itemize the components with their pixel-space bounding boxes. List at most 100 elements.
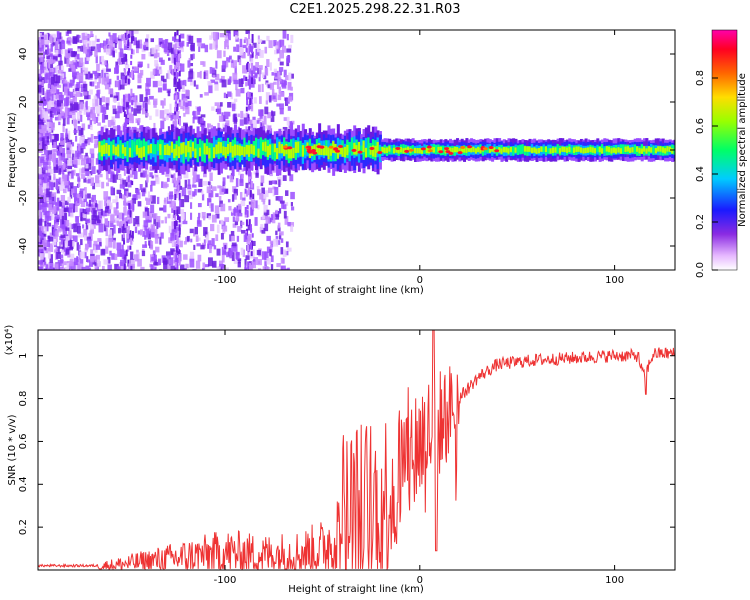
spectrogram-cell xyxy=(60,177,66,186)
spectrogram-cell xyxy=(60,238,63,245)
spectrogram-cell xyxy=(90,31,93,37)
spectrogram-cell xyxy=(112,108,117,115)
spectrogram-band xyxy=(666,146,670,152)
spectrogram-cell xyxy=(276,103,281,107)
spectrogram-band xyxy=(292,138,296,157)
spectrogram-cell xyxy=(139,69,144,76)
spectrogram-cell xyxy=(158,80,163,87)
spectrogram-cell xyxy=(39,237,44,244)
spectrogram-cell xyxy=(236,44,240,53)
spectrogram-cell xyxy=(255,48,261,56)
spectrogram-cell xyxy=(90,133,94,143)
spectrogram-cell xyxy=(245,106,248,112)
spectrogram-cell xyxy=(123,44,129,51)
spectrogram-cell xyxy=(69,145,73,152)
spectrogram-band xyxy=(161,142,165,154)
spectrogram-cell xyxy=(40,156,45,164)
spectrogram-band xyxy=(336,146,340,159)
spectrogram-cell xyxy=(175,57,178,62)
spectrogram-cell xyxy=(101,77,105,85)
spectrogram-cell xyxy=(257,118,262,122)
spectrogram-cell xyxy=(104,114,109,120)
spectrogram-cell xyxy=(176,209,179,216)
spectrogram-peak xyxy=(328,145,334,149)
spectrogram-cell xyxy=(43,206,47,216)
spectrogram-cell xyxy=(49,254,53,263)
spectrogram-cell xyxy=(71,188,75,196)
spectrogram-cell xyxy=(124,40,127,46)
spectrogram-cell xyxy=(100,249,106,256)
spectrogram-cell xyxy=(290,225,294,232)
spectrogram-cell xyxy=(41,125,47,131)
spectrogram-cell xyxy=(114,263,119,270)
spectrogram-cell xyxy=(67,30,72,34)
spectrogram-cell xyxy=(216,50,222,59)
spectrogram-cell xyxy=(54,116,60,121)
spectrogram-cell xyxy=(97,211,103,219)
spectrogram-band xyxy=(498,147,502,153)
spectrogram-cell xyxy=(83,39,88,48)
spectrogram-cell xyxy=(279,108,284,115)
spectrogram-cell xyxy=(260,175,265,184)
spectrogram-cell xyxy=(243,117,248,125)
spectrogram-cell xyxy=(40,99,43,104)
spectrogram-cell xyxy=(237,55,241,63)
spectrogram-band xyxy=(287,146,291,159)
spectrogram-cell xyxy=(130,251,134,260)
spectrogram-cell xyxy=(89,170,93,176)
spectrogram-cell xyxy=(74,257,78,266)
spectrogram-cell xyxy=(122,184,125,190)
spectrogram-band xyxy=(565,147,569,153)
spectrogram-cell xyxy=(258,76,261,82)
spectrogram-band xyxy=(668,146,672,152)
spectrogram-cell xyxy=(139,184,143,191)
spectrogram-cell xyxy=(112,98,117,103)
spectrogram-cell xyxy=(240,87,245,94)
spectrogram-cell xyxy=(184,195,190,203)
spectrogram-cell xyxy=(220,75,225,83)
spectrogram-cell xyxy=(261,251,267,260)
spectrogram-cell xyxy=(185,102,189,110)
spectrogram-cell xyxy=(178,117,181,126)
spectrogram-cell xyxy=(67,240,73,246)
spectrogram-cell xyxy=(89,230,93,240)
spectrogram-band xyxy=(570,147,574,154)
spectrogram-cell xyxy=(270,241,274,248)
spectrogram-cell xyxy=(211,106,215,111)
spectrogram-cell xyxy=(137,118,141,123)
spectrogram-cell xyxy=(63,98,68,107)
spectrogram-cell xyxy=(113,237,116,242)
spectrogram-cell xyxy=(173,68,176,76)
spectrogram-band xyxy=(605,146,609,152)
spectrogram-cell xyxy=(233,193,237,200)
spectrogram-cell xyxy=(249,98,252,106)
spectrogram-cell xyxy=(40,141,43,149)
spectrogram-cell xyxy=(275,45,278,49)
spectrogram-cell xyxy=(139,94,144,103)
spectrogram-cell xyxy=(59,41,62,50)
spectrogram-peak xyxy=(460,145,466,149)
spectrogram-cell xyxy=(89,119,93,127)
spectrogram-cell xyxy=(126,107,129,115)
spectrogram-band xyxy=(269,144,273,156)
spectrogram-cell xyxy=(290,206,295,211)
spectrogram-cell xyxy=(39,265,43,270)
spectrogram-cell xyxy=(57,150,61,156)
spectrogram-cell xyxy=(43,194,48,203)
spectrogram-band xyxy=(196,146,200,158)
spectrogram-cell xyxy=(76,91,81,97)
spectrogram-band xyxy=(390,148,394,154)
spectrogram-band xyxy=(255,143,259,155)
spectrogram-cell xyxy=(271,180,276,185)
spectrogram-cell xyxy=(123,223,126,231)
spectrogram-cell xyxy=(129,210,132,218)
spectrogram-cell xyxy=(261,227,266,234)
spectrogram-cell xyxy=(224,217,230,223)
spectrogram-cell xyxy=(186,41,189,47)
spectrogram-cell xyxy=(169,103,172,113)
spectrogram-cell xyxy=(55,75,61,84)
spectrogram-cell xyxy=(132,203,135,211)
spectrogram-cell xyxy=(150,241,154,250)
spectrogram-cell xyxy=(39,128,43,133)
spectrogram-cell xyxy=(206,186,212,194)
